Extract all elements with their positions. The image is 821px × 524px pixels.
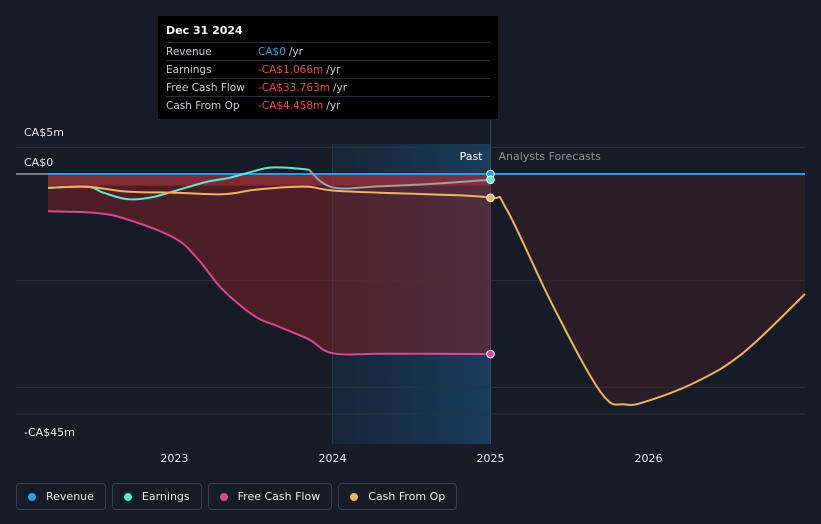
legend-dot-icon: [350, 492, 359, 501]
legend-label: Free Cash Flow: [237, 490, 321, 503]
marker-free-cash-flow: [486, 349, 495, 359]
tooltip-value: CA$0: [258, 45, 286, 58]
series-line-earnings-recent: [308, 168, 491, 190]
x-tick-label: 2025: [477, 452, 505, 465]
series-line-free-cash-flow: [47, 210, 491, 356]
marker-earnings: [486, 175, 495, 185]
tooltip-row-revenue: Revenue CA$0 /yr: [166, 42, 490, 60]
tooltip-value: -CA$4.458m: [258, 99, 324, 112]
series-line-earnings: [47, 166, 309, 201]
legend-item-revenue[interactable]: Revenue: [16, 483, 106, 510]
forecast-label: Analysts Forecasts: [499, 150, 602, 163]
legend: Revenue Earnings Free Cash Flow Cash Fro…: [16, 483, 458, 510]
y-tick-label: CA$0: [24, 156, 53, 169]
x-tick-label: 2024: [318, 452, 346, 465]
y-tick-label: CA$5m: [24, 126, 64, 139]
legend-item-cash-from-op[interactable]: Cash From Op: [338, 483, 458, 510]
series-line-cash-from-op: [47, 185, 806, 406]
tooltip-date: Dec 31 2024: [166, 24, 243, 37]
legend-dot-icon: [219, 492, 228, 501]
tooltip-unit: /yr: [326, 63, 341, 76]
x-tick-label: 2026: [635, 452, 663, 465]
forecast-area-fill: [490, 174, 805, 405]
tooltip-unit: /yr: [288, 45, 303, 58]
past-area-fill: [48, 174, 491, 355]
tooltip-row-free-cash-flow: Free Cash Flow -CA$33.763m /yr: [166, 78, 490, 96]
tooltip-unit: /yr: [332, 81, 348, 94]
past-band-fill: [48, 174, 491, 186]
x-tick-label: 2023: [160, 452, 188, 465]
tooltip-value: -CA$33.763m: [258, 81, 330, 94]
marker-cash-from-op: [486, 193, 495, 203]
tooltip-label: Free Cash Flow: [166, 81, 245, 94]
legend-label: Cash From Op: [368, 490, 446, 503]
past-label: Past: [460, 150, 484, 163]
y-tick-label: -CA$45m: [24, 426, 75, 439]
legend-dot-icon: [28, 492, 36, 501]
tooltip-row-earnings: Earnings -CA$1.066m /yr: [166, 60, 490, 78]
tooltip-label: Revenue: [166, 45, 212, 58]
tooltip-label: Earnings: [166, 63, 212, 76]
legend-item-free-cash-flow[interactable]: Free Cash Flow: [207, 483, 333, 510]
tooltip-value: -CA$1.066m: [258, 63, 324, 76]
legend-item-earnings[interactable]: Earnings: [111, 483, 202, 510]
tooltip: Dec 31 2024 Revenue CA$0 /yr Earnings -C…: [158, 16, 498, 119]
tooltip-row-cash-from-op: Cash From Op -CA$4.458m /yr: [166, 96, 490, 114]
legend-dot-icon: [123, 492, 132, 501]
legend-label: Revenue: [46, 490, 94, 503]
legend-label: Earnings: [141, 490, 190, 503]
tooltip-label: Cash From Op: [166, 99, 240, 112]
tooltip-unit: /yr: [326, 99, 341, 112]
